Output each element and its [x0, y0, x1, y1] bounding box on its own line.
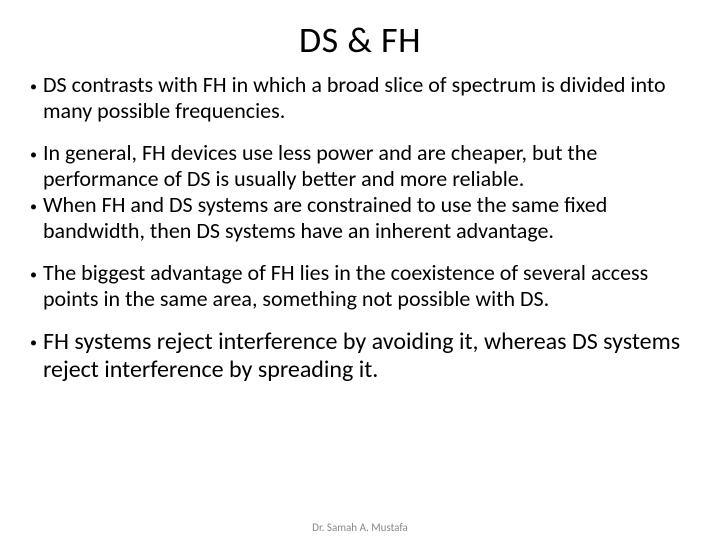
bullet-group-1: • DS contrasts with FH in which a broad …	[30, 72, 690, 124]
bullet-group-3: • The biggest advantage of FH lies in th…	[30, 260, 690, 312]
bullet-item: • DS contrasts with FH in which a broad …	[30, 72, 690, 124]
bullet-item: • The biggest advantage of FH lies in th…	[30, 260, 690, 312]
bullet-item: • FH systems reject interference by avoi…	[30, 328, 690, 385]
bullet-group-4: • FH systems reject interference by avoi…	[30, 328, 690, 385]
bullet-text: When FH and DS systems are constrained t…	[43, 192, 690, 244]
bullet-marker-icon: •	[30, 267, 37, 284]
slide-title: DS & FH	[30, 18, 690, 62]
bullet-marker-icon: •	[30, 199, 37, 216]
bullet-text: FH systems reject interference by avoidi…	[43, 328, 690, 385]
bullet-item: • When FH and DS systems are constrained…	[30, 192, 690, 244]
bullet-text: The biggest advantage of FH lies in the …	[43, 260, 690, 312]
bullet-group-2: • In general, FH devices use less power …	[30, 140, 690, 244]
bullet-text: In general, FH devices use less power an…	[43, 140, 690, 192]
bullet-item: • In general, FH devices use less power …	[30, 140, 690, 192]
bullet-text: DS contrasts with FH in which a broad sl…	[43, 72, 690, 124]
bullet-marker-icon: •	[30, 79, 37, 96]
bullet-marker-icon: •	[30, 147, 37, 164]
bullet-marker-icon: •	[30, 335, 37, 352]
footer-author: Dr. Samah A. Mustafa	[0, 521, 720, 534]
slide-container: DS & FH • DS contrasts with FH in which …	[0, 0, 720, 540]
